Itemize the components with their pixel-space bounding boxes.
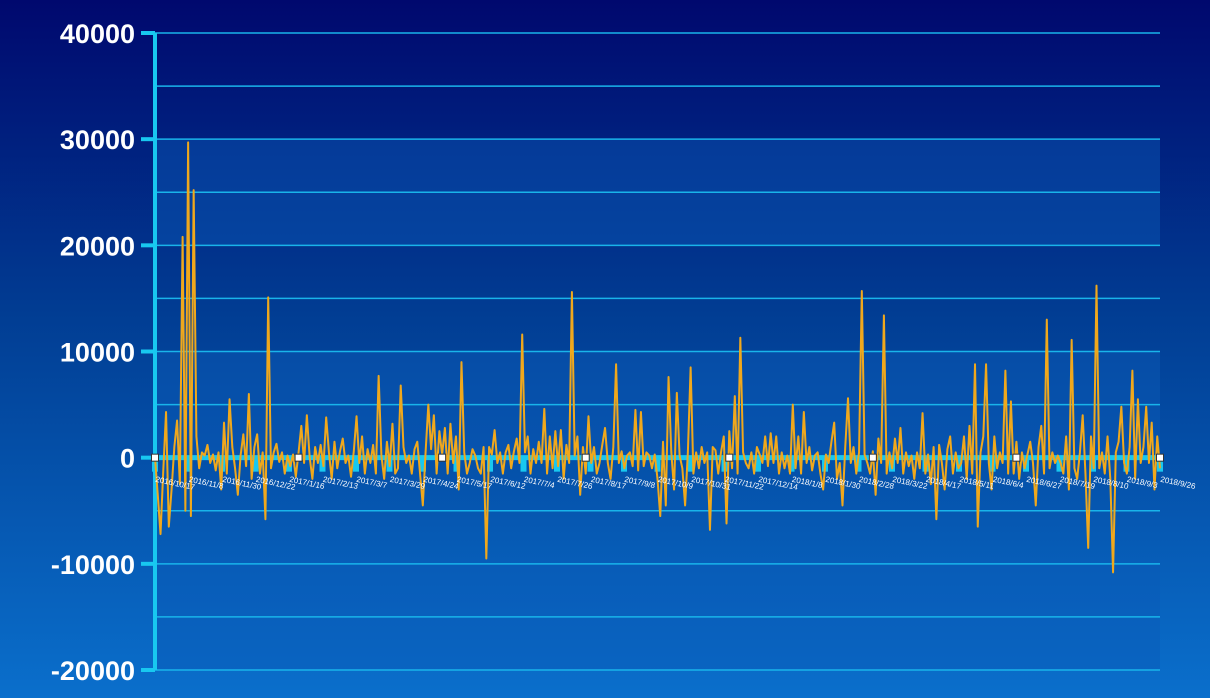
y-axis bbox=[141, 33, 155, 670]
y-tick-label: 40000 bbox=[60, 19, 135, 49]
zero-marker bbox=[439, 454, 446, 461]
x-tick-label: 2018/3/22 bbox=[892, 475, 929, 491]
x-tick-label: 2018/6/27 bbox=[1026, 475, 1063, 491]
x-tick-label: 2017/7/4 bbox=[523, 475, 556, 490]
zero-marker bbox=[1157, 454, 1164, 461]
y-tick-label: 10000 bbox=[60, 338, 135, 368]
y-tick-label: 30000 bbox=[60, 125, 135, 155]
zero-marker bbox=[726, 454, 733, 461]
x-tick-label: 2017/8/17 bbox=[590, 475, 627, 491]
y-tick-label: -20000 bbox=[51, 656, 135, 686]
x-tick-label: 2017/9/8 bbox=[624, 475, 657, 490]
zero-marker bbox=[152, 454, 159, 461]
y-tick-label: 0 bbox=[120, 444, 135, 474]
x-tick-label: 2017/7/26 bbox=[557, 475, 594, 491]
y-tick-label: -10000 bbox=[51, 550, 135, 580]
x-tick-label: 2017/4/24 bbox=[423, 475, 460, 491]
x-tick-label: 2017/10/9 bbox=[657, 475, 694, 491]
x-tick-label: 2017/2/13 bbox=[322, 475, 359, 491]
x-tick-label: 2018/9/26 bbox=[1160, 475, 1197, 491]
x-tick-mark bbox=[353, 458, 359, 472]
zero-marker bbox=[869, 454, 876, 461]
y-tick-label: 20000 bbox=[60, 231, 135, 261]
zero-marker bbox=[582, 454, 589, 461]
x-tick-labels: 2016/10/172016/11/82016/11/302016/12/222… bbox=[155, 475, 1197, 492]
x-tick-label: 2017/6/12 bbox=[490, 475, 527, 491]
x-tick-mark bbox=[521, 458, 527, 472]
y-tick-labels: 40000 30000 20000 10000 0 -10000 -20000 bbox=[51, 19, 135, 686]
zero-marker bbox=[1013, 454, 1020, 461]
zero-marker bbox=[295, 454, 302, 461]
